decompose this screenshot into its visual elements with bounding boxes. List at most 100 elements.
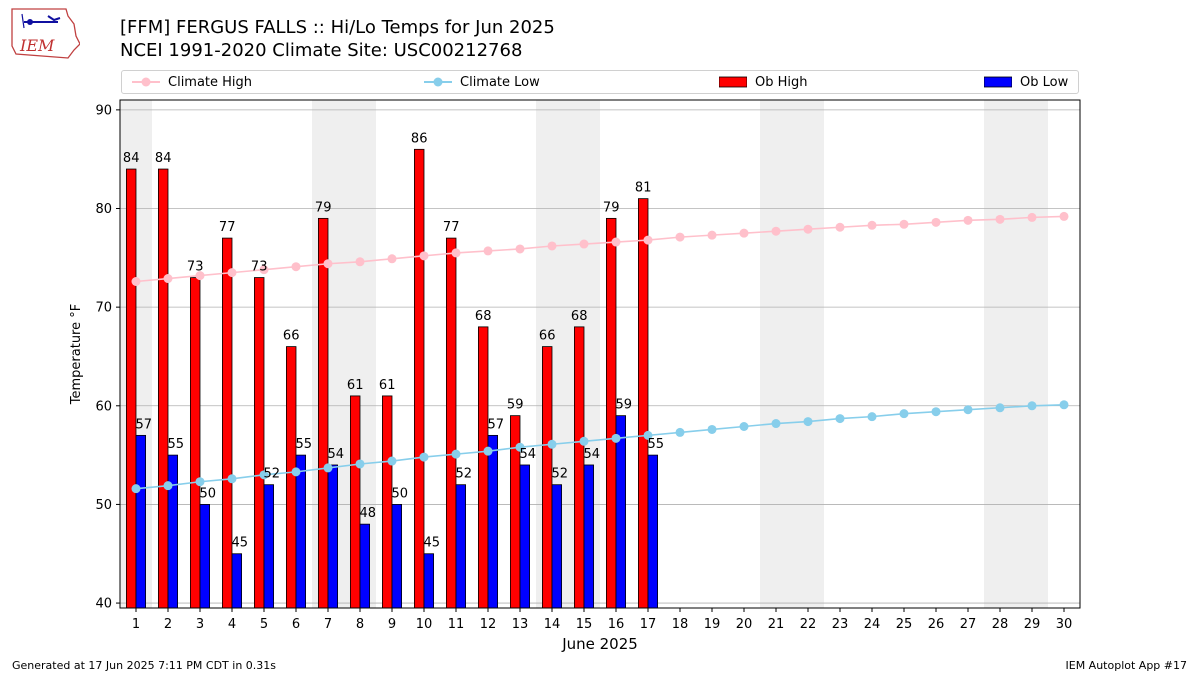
ob-low-label-day-10: 45 — [424, 536, 441, 551]
climate-high-point-day-5 — [259, 265, 269, 275]
climate-high-point-day-20 — [739, 228, 749, 238]
weekend-shade-day-28 — [984, 100, 1016, 608]
x-tick-label-10: 10 — [416, 617, 433, 632]
ob-low-bar-day-9 — [391, 504, 403, 609]
generated-timestamp: Generated at 17 Jun 2025 7:11 PM CDT in … — [12, 659, 277, 672]
x-tick-label-12: 12 — [480, 617, 497, 632]
x-tick-label-17: 17 — [640, 617, 657, 632]
x-tick-label-22: 22 — [800, 617, 817, 632]
ob-low-bar-day-11 — [455, 484, 467, 609]
legend-label-ob-low: Ob Low — [1020, 74, 1069, 90]
ob-high-label-day-15: 68 — [571, 309, 588, 324]
ob-low-label-day-9: 50 — [392, 486, 409, 501]
chart-subtitle: NCEI 1991-2020 Climate Site: USC00212768 — [120, 40, 523, 61]
ob-high-bar-day-5 — [253, 277, 265, 609]
climate-high-point-day-14 — [547, 241, 557, 251]
legend-label-climate-high: Climate High — [168, 74, 253, 90]
ob-high-bar-day-10 — [413, 148, 425, 609]
ob-high-bar-day-11 — [445, 237, 457, 609]
climate-high-point-day-6 — [291, 262, 301, 272]
x-tick-label-1: 1 — [132, 617, 140, 632]
climate-high-point-day-26 — [931, 217, 941, 227]
ob-high-bar-day-2 — [157, 168, 169, 609]
ob-low-bar-day-3 — [199, 504, 211, 609]
x-tick-label-18: 18 — [672, 617, 689, 632]
climate-low-point-day-21 — [771, 419, 781, 429]
weekend-shade-day-14 — [536, 100, 568, 608]
ob-low-bar-day-13 — [519, 464, 531, 609]
climate-low-point-day-27 — [963, 405, 973, 415]
legend: Climate High Climate Low Ob High Ob Low — [121, 70, 1079, 94]
ob-high-label-day-14: 66 — [539, 329, 556, 344]
x-tick-label-7: 7 — [324, 617, 332, 632]
climate-high-point-day-21 — [771, 226, 781, 236]
x-tick-label-9: 9 — [388, 617, 396, 632]
ob-high-bar-day-1 — [126, 168, 137, 609]
ob-low-bar-day-2 — [167, 454, 179, 609]
climate-high-point-day-17 — [643, 235, 653, 245]
ob-high-bar-day-14 — [542, 346, 553, 609]
x-tick-label-21: 21 — [768, 617, 785, 632]
ob-high-bar-day-13 — [509, 415, 521, 609]
x-tick-label-29: 29 — [1024, 617, 1041, 632]
y-tick-label-80: 80 — [95, 202, 112, 217]
x-tick-label-24: 24 — [864, 617, 881, 632]
ob-low-bar-day-10 — [423, 553, 435, 609]
ob-low-label-day-7: 54 — [328, 447, 345, 462]
climate-low-point-day-22 — [803, 417, 813, 427]
logo-text: IEM — [19, 36, 55, 55]
climate-low-point-day-7 — [323, 463, 333, 473]
ob-low-label-day-8: 48 — [360, 506, 377, 521]
legend-label-ob-high: Ob High — [755, 74, 808, 90]
climate-high-point-day-27 — [963, 215, 973, 225]
ob-high-bar-day-17 — [638, 198, 649, 609]
climate-low-point-day-10 — [419, 452, 429, 462]
climate-low-point-day-29 — [1027, 401, 1037, 411]
ob-low-bar-day-15 — [583, 464, 595, 609]
ob-low-label-day-12: 57 — [488, 417, 505, 432]
weekend-shade-day-7 — [312, 100, 344, 608]
climate-high-point-day-9 — [387, 254, 397, 264]
x-tick-label-14: 14 — [544, 617, 561, 632]
ob-low-bar-day-4 — [231, 553, 243, 609]
weekend-shade-day-21 — [760, 100, 792, 608]
ob-high-label-day-10: 86 — [411, 131, 428, 146]
ob-high-label-day-17: 81 — [635, 181, 652, 196]
app-credit: IEM Autoplot App #17 — [1065, 659, 1188, 672]
ob-low-label-day-13: 54 — [520, 447, 537, 462]
ob-low-label-day-4: 45 — [232, 536, 249, 551]
weekend-shade-day-8 — [344, 100, 376, 608]
legend-item-climate-high: Climate High — [132, 71, 252, 93]
x-tick-label-3: 3 — [196, 617, 204, 632]
ob-high-bar-day-12 — [477, 326, 489, 609]
ob-low-bar-day-12 — [487, 434, 499, 609]
legend-label-climate-low: Climate Low — [460, 74, 540, 90]
climate-low-point-day-1 — [131, 484, 141, 494]
ob-high-label-day-6: 66 — [283, 329, 300, 344]
climate-high-point-day-1 — [131, 276, 141, 286]
plot-frame — [119, 99, 1081, 609]
ob-low-bar-day-1 — [135, 434, 147, 609]
x-tick-label-30: 30 — [1056, 617, 1073, 632]
climate-high-point-day-16 — [611, 237, 621, 247]
ob-low-bar-day-16 — [615, 415, 627, 609]
climate-high-point-day-28 — [995, 214, 1005, 224]
climate-high-point-day-4 — [227, 268, 237, 278]
ob-high-label-day-1: 84 — [123, 151, 140, 166]
climate-low-point-day-17 — [643, 430, 653, 440]
climate-low-point-day-28 — [995, 403, 1005, 413]
climate-high-point-day-24 — [867, 220, 877, 230]
ob-low-label-day-2: 55 — [168, 437, 185, 452]
x-tick-label-28: 28 — [992, 617, 1009, 632]
ob-high-label-day-9: 61 — [379, 378, 396, 393]
ob-low-bar-day-14 — [551, 484, 563, 609]
ob-high-bar-day-4 — [221, 237, 233, 609]
ob-high-label-day-11: 77 — [443, 220, 460, 235]
ob-high-label-day-2: 84 — [155, 151, 172, 166]
climate-high-point-day-15 — [579, 239, 589, 249]
climate-low-point-day-11 — [451, 449, 461, 459]
climate-low-point-day-6 — [291, 467, 301, 477]
weekend-shade-day-1 — [120, 100, 152, 608]
climate-low-point-day-16 — [611, 433, 621, 443]
